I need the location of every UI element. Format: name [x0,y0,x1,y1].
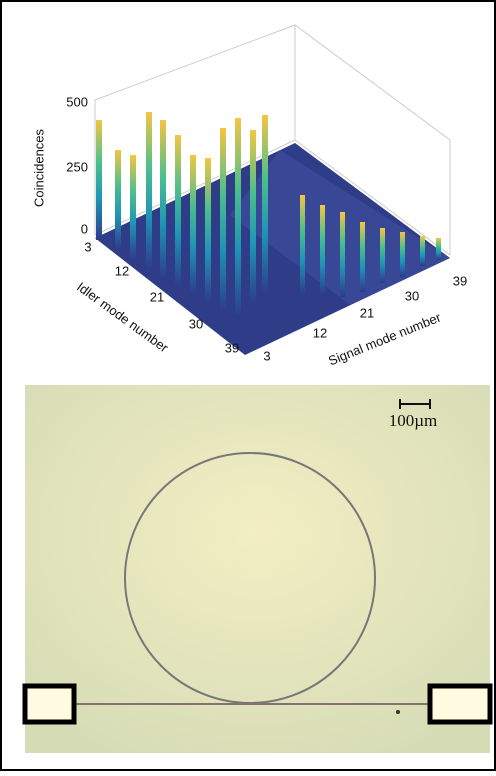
y-tick: 39 [453,273,467,288]
y-label: Signal mode number [326,309,443,368]
z-label: Coincidences [31,128,46,207]
y-tick: 30 [405,288,419,303]
y-tick: 21 [360,305,374,320]
z-tick: 250 [66,159,88,174]
speck [396,710,400,714]
x-tick: 39 [225,340,239,355]
y-tick: 3 [263,348,270,363]
scale-bar [399,399,431,409]
z-tick: 500 [66,94,88,109]
x-tick: 21 [150,289,164,304]
x-tick: 30 [189,316,203,331]
z-tick: 0 [81,221,88,236]
micrograph [25,385,490,753]
x-tick: 12 [115,263,129,278]
right-pad [427,683,493,725]
x-tick: 3 [84,239,91,254]
floor [95,143,450,355]
scale-label: 100µm [389,411,438,430]
y-tick: 12 [313,325,327,340]
left-pad [22,683,77,725]
bars [96,112,441,318]
